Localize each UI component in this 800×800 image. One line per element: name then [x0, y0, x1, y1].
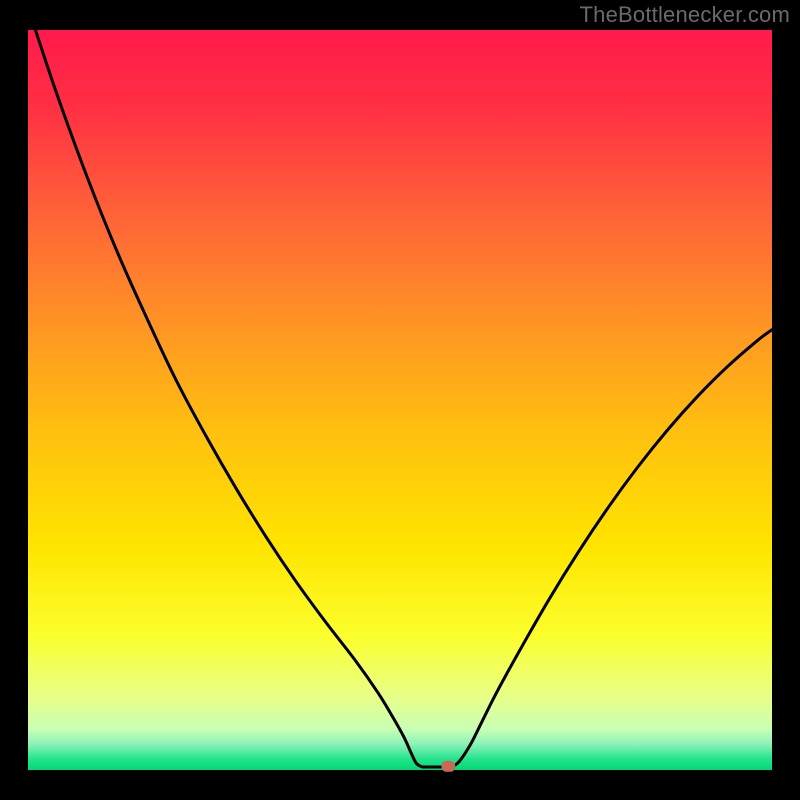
watermark-text: TheBottlenecker.com [580, 2, 790, 28]
plot-background-gradient [28, 30, 772, 770]
bottleneck-chart-svg [0, 0, 800, 800]
chart-root: TheBottlenecker.com [0, 0, 800, 800]
optimal-point-marker [441, 761, 455, 772]
